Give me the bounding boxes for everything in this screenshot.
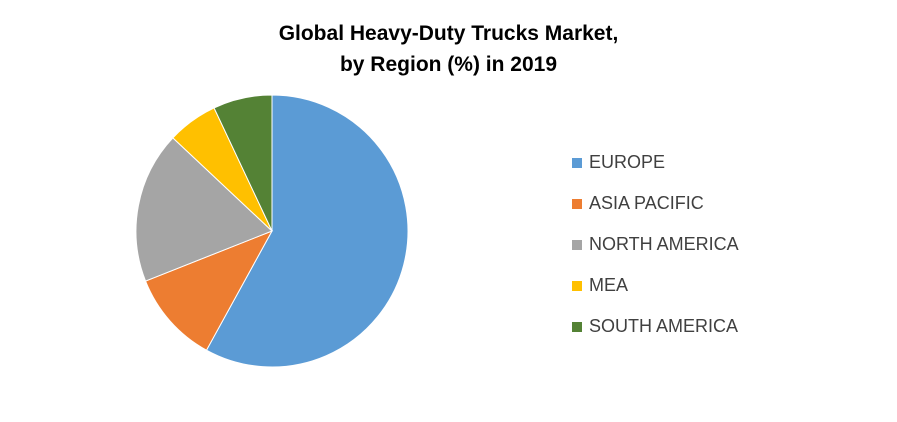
chart-title-line-2: by Region (%) in 2019 (339, 53, 558, 76)
legend-item-europe: EUROPE (572, 142, 739, 183)
legend-label-mea: MEA (589, 275, 629, 295)
legend-swatch-south-america (572, 321, 582, 332)
legend-item-north-america: NORTH AMERICA (572, 224, 739, 265)
chart-title: Global Heavy-Duty Trucks Market, by Regi… (0, 18, 897, 80)
legend-item-mea: MEA (572, 265, 739, 306)
legend-swatch-europe (572, 157, 582, 168)
pie-slice-south-america (213, 94, 273, 232)
legend-label-europe: EUROPE (589, 152, 666, 172)
legend-item-asia-pacific: ASIA PACIFIC (572, 183, 739, 224)
legend-swatch-asia-pacific (572, 198, 582, 209)
pie-slice-asia-pacific (144, 230, 274, 351)
legend-swatch-north-america (572, 239, 582, 250)
legend-label-south-america: SOUTH AMERICA (589, 316, 739, 336)
legend-label-north-america: NORTH AMERICA (589, 234, 739, 254)
chart-legend: EUROPE ASIA PACIFIC NORTH AMERICA MEA SOUTH … (572, 142, 739, 347)
pie-slice-north-america (135, 137, 273, 282)
pie-slice-europe (205, 94, 409, 368)
legend-item-south-america: SOUTH AMERICA (572, 306, 739, 347)
chart-title-line-1: Global Heavy-Duty Trucks Market, (278, 22, 619, 45)
legend-swatch-mea (572, 280, 582, 291)
legend-label-asia-pacific: ASIA PACIFIC (589, 193, 704, 213)
